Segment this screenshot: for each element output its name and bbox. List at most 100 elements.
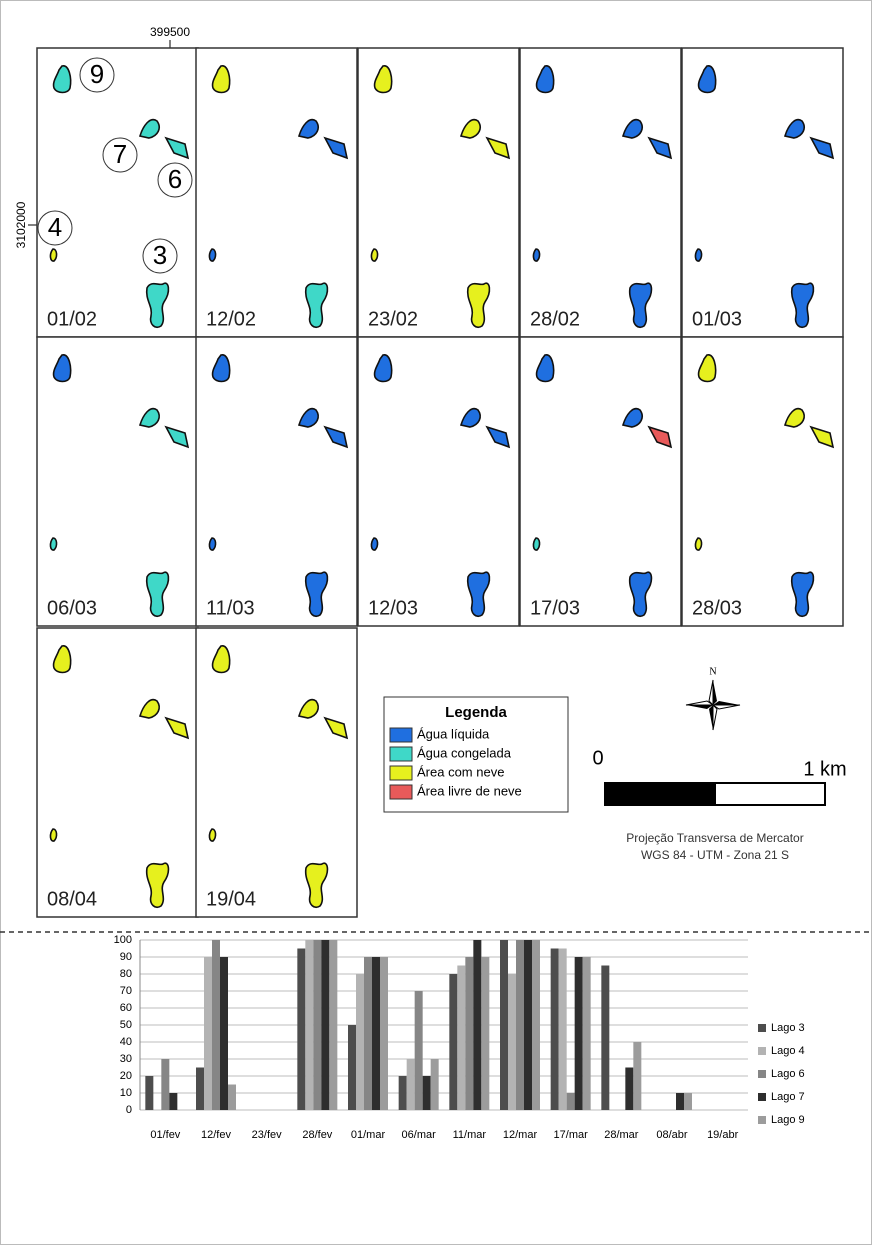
- north-label: N: [709, 666, 716, 677]
- legend-title: Legenda: [445, 704, 507, 721]
- bar: [228, 1085, 236, 1111]
- lake: [371, 249, 377, 261]
- x-tick-label: 01/fev: [150, 1129, 180, 1141]
- bar: [305, 940, 313, 1110]
- x-tick-label: 19/abr: [707, 1129, 739, 1141]
- lake-label: 6: [168, 164, 182, 194]
- y-tick-label: 100: [114, 934, 132, 946]
- map-panel: 23/02: [358, 48, 519, 337]
- panel-date: 01/02: [47, 308, 97, 330]
- panel-date: 17/03: [530, 597, 580, 619]
- bar: [399, 1076, 407, 1110]
- legend-swatch: [758, 1070, 766, 1078]
- bar: [204, 957, 212, 1110]
- bar: [633, 1042, 641, 1110]
- x-tick-label: 28/fev: [302, 1129, 332, 1141]
- lake: [533, 249, 539, 261]
- x-tick-label: 11/mar: [453, 1129, 487, 1141]
- map-panel: 08/04: [37, 628, 198, 917]
- y-tick-label: 20: [120, 1070, 132, 1082]
- x-tick-label: 23/fev: [252, 1129, 282, 1141]
- bar: [559, 949, 567, 1111]
- lake-label: 4: [48, 212, 62, 242]
- bar: [508, 974, 516, 1110]
- legend-swatch: [390, 785, 412, 799]
- y-tick-label: 90: [120, 951, 132, 963]
- map-panel: 01/03: [682, 48, 843, 337]
- map-panel: 28/02: [520, 48, 681, 337]
- bar: [161, 1059, 169, 1110]
- x-coordinate: 399500: [150, 25, 190, 39]
- lake: [695, 538, 701, 550]
- bar: [321, 940, 329, 1110]
- bar: [356, 974, 364, 1110]
- y-tick-label: 30: [120, 1053, 132, 1065]
- x-tick-label: 06/mar: [402, 1129, 437, 1141]
- lake: [50, 538, 56, 550]
- panel-date: 06/03: [47, 597, 97, 619]
- bar: [423, 1076, 431, 1110]
- x-tick-label: 12/fev: [201, 1129, 231, 1141]
- bar: [380, 957, 388, 1110]
- x-tick-label: 08/abr: [656, 1129, 688, 1141]
- bar: [524, 940, 532, 1110]
- panel-date: 23/02: [368, 308, 418, 330]
- x-tick-label: 01/mar: [351, 1129, 386, 1141]
- bar: [145, 1076, 153, 1110]
- panel-date: 28/02: [530, 308, 580, 330]
- legend-label: Lago 7: [771, 1091, 805, 1103]
- map-panel: 17/03: [520, 337, 681, 626]
- legend-label: Lago 4: [771, 1045, 805, 1057]
- legend-swatch: [390, 747, 412, 761]
- map-panel: 12/03: [358, 337, 519, 626]
- bar: [329, 940, 337, 1110]
- bar: [220, 957, 228, 1110]
- lake: [695, 249, 701, 261]
- bar: [583, 957, 591, 1110]
- bar: [684, 1093, 692, 1110]
- y-tick-label: 50: [120, 1019, 132, 1031]
- bar: [169, 1093, 177, 1110]
- scale-start: 0: [592, 747, 603, 769]
- legend-label: Área livre de neve: [417, 783, 522, 798]
- panel-date: 08/04: [47, 888, 97, 910]
- legend-label: Área com neve: [417, 764, 504, 779]
- bar: [372, 957, 380, 1110]
- legend-label: Lago 3: [771, 1022, 805, 1034]
- bar: [473, 940, 481, 1110]
- scale-end: 1 km: [803, 758, 846, 780]
- map-panel: 06/03: [37, 337, 198, 626]
- bar: [465, 957, 473, 1110]
- figure: 399500 3102000 Legenda N 0 1 km Projeção…: [0, 0, 872, 1245]
- bar: [364, 957, 372, 1110]
- y-tick-label: 40: [120, 1036, 132, 1048]
- legend-swatch: [758, 1047, 766, 1055]
- map-panel: 19/04: [196, 628, 357, 917]
- lake: [371, 538, 377, 550]
- bar: [575, 957, 583, 1110]
- bar: [567, 1093, 575, 1110]
- lake-label: 7: [113, 139, 127, 169]
- projection-line: WGS 84 - UTM - Zona 21 S: [641, 848, 789, 862]
- bar: [313, 940, 321, 1110]
- map-panel: 28/03: [682, 337, 843, 626]
- y-tick-label: 0: [126, 1104, 132, 1116]
- legend-label: Água congelada: [417, 745, 512, 760]
- bar: [449, 974, 457, 1110]
- legend-label: Lago 6: [771, 1068, 805, 1080]
- bar: [407, 1059, 415, 1110]
- bar: [431, 1059, 439, 1110]
- legend-swatch: [390, 728, 412, 742]
- bar: [551, 949, 559, 1111]
- projection-line: Projeção Transversa de Mercator: [626, 831, 803, 845]
- lake: [209, 249, 215, 261]
- bar: [500, 940, 508, 1110]
- lake-label: 3: [153, 240, 167, 270]
- x-tick-label: 28/mar: [604, 1129, 639, 1141]
- y-tick-label: 60: [120, 1002, 132, 1014]
- bar: [516, 940, 524, 1110]
- panel-date: 01/03: [692, 308, 742, 330]
- bar: [457, 966, 465, 1111]
- lake-label: 9: [90, 59, 104, 89]
- bar: [601, 966, 609, 1111]
